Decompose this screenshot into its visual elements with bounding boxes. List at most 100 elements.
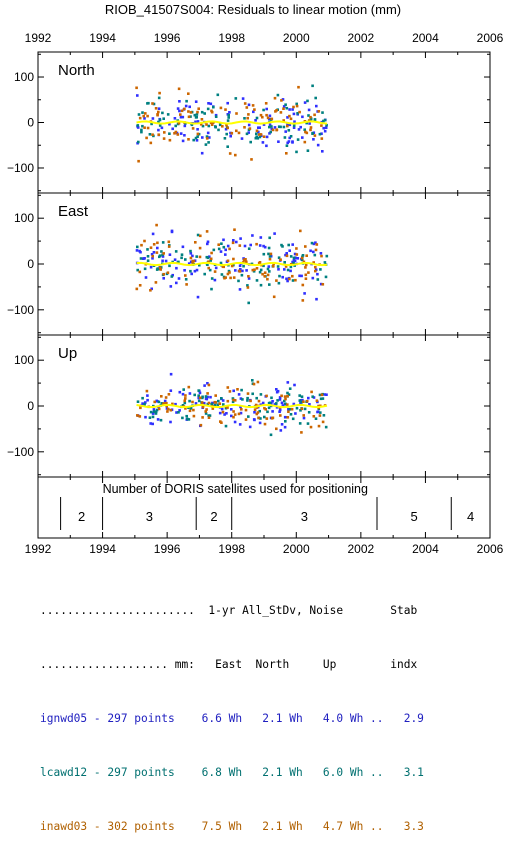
data-point	[222, 265, 225, 269]
data-point	[224, 108, 227, 111]
data-point	[169, 408, 173, 412]
data-point	[181, 392, 185, 396]
data-point	[318, 393, 322, 397]
top-x-axis: 1992 1994 1996 1998 2000 2002 2004 2006	[25, 31, 504, 45]
data-point	[162, 272, 165, 276]
data-point	[188, 399, 191, 403]
data-point	[187, 110, 190, 113]
data-point	[309, 126, 313, 129]
data-point	[275, 427, 278, 431]
data-point	[151, 133, 154, 136]
data-point	[192, 138, 195, 142]
data-point	[194, 136, 198, 140]
data-point	[200, 118, 204, 121]
data-point	[239, 237, 242, 240]
data-point	[242, 260, 245, 264]
data-point	[247, 277, 251, 280]
data-point	[206, 395, 209, 399]
data-point	[152, 102, 156, 106]
data-point	[300, 274, 303, 278]
data-point	[242, 264, 245, 268]
data-point	[307, 108, 311, 112]
data-point	[161, 241, 165, 244]
data-point	[291, 274, 294, 278]
data-point	[301, 254, 305, 257]
top-x-tick-label: 2004	[412, 31, 439, 45]
stats-row-lcawd12: lcawd12 - 297 points 6.8 Wh 2.1 Wh 6.0 W…	[40, 766, 424, 779]
data-point	[241, 398, 244, 401]
data-point	[238, 423, 242, 426]
data-point	[136, 414, 139, 417]
data-point	[232, 276, 236, 279]
data-point	[308, 403, 311, 406]
data-point	[253, 108, 256, 111]
data-point	[174, 250, 178, 253]
data-point	[157, 107, 161, 110]
data-point	[205, 255, 209, 259]
data-point	[247, 123, 251, 127]
data-point	[183, 124, 187, 128]
data-point	[292, 261, 295, 265]
data-point	[309, 425, 313, 429]
data-point	[292, 112, 296, 116]
data-point	[291, 243, 294, 246]
data-point	[313, 118, 317, 121]
data-point	[262, 135, 266, 138]
data-point	[284, 253, 287, 257]
data-point	[307, 411, 311, 414]
data-point	[325, 254, 329, 258]
data-point	[245, 106, 249, 109]
data-point	[299, 229, 302, 233]
data-point	[283, 399, 286, 403]
data-point	[264, 102, 268, 105]
data-point	[187, 385, 191, 389]
data-point	[185, 99, 188, 103]
data-point	[275, 128, 278, 132]
data-point	[224, 253, 227, 256]
data-point	[294, 412, 297, 415]
data-point	[305, 131, 309, 135]
data-point	[224, 276, 227, 279]
data-point	[219, 420, 222, 423]
data-point	[322, 126, 325, 130]
data-point	[262, 123, 266, 126]
data-point	[305, 254, 308, 257]
data-point	[140, 130, 143, 134]
data-point	[282, 105, 286, 108]
data-point	[320, 124, 323, 127]
data-point	[304, 266, 307, 269]
data-point	[252, 382, 256, 386]
data-point	[244, 258, 247, 261]
data-point	[220, 397, 223, 400]
data-point	[300, 400, 303, 404]
data-point	[210, 123, 214, 126]
data-point	[153, 400, 156, 404]
data-point	[205, 262, 209, 266]
data-point	[248, 127, 252, 130]
data-point	[321, 420, 325, 424]
data-point	[305, 399, 309, 403]
data-point	[312, 250, 315, 254]
data-point	[151, 412, 155, 415]
data-point	[169, 372, 173, 376]
data-point	[187, 92, 190, 95]
data-point	[219, 106, 223, 110]
data-point	[136, 268, 139, 272]
data-point	[151, 254, 154, 258]
data-point	[143, 257, 146, 260]
data-point	[149, 289, 152, 292]
data-point	[180, 109, 184, 113]
data-point	[138, 249, 141, 253]
data-point	[263, 415, 266, 419]
data-point	[136, 126, 140, 129]
data-point	[290, 407, 294, 411]
data-point	[315, 104, 318, 108]
data-point	[283, 268, 286, 271]
data-point	[307, 119, 311, 122]
data-point	[204, 410, 207, 413]
data-point	[233, 413, 237, 416]
data-point	[253, 408, 257, 411]
data-point	[195, 255, 198, 258]
data-point	[191, 254, 194, 258]
series-lcawd12	[136, 84, 328, 154]
